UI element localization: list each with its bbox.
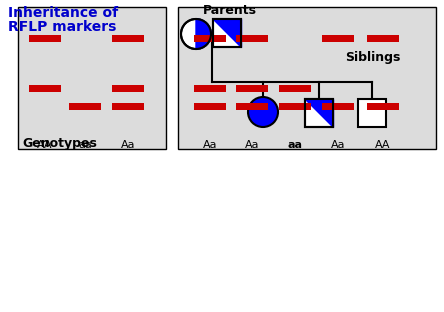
Bar	[279, 85, 311, 92]
Bar	[367, 35, 399, 42]
Bar	[236, 35, 268, 42]
Polygon shape	[305, 99, 333, 127]
Text: aa: aa	[78, 140, 92, 150]
Bar	[112, 103, 144, 110]
Bar	[112, 35, 144, 42]
Bar	[213, 19, 241, 47]
Text: Aa: Aa	[203, 140, 217, 150]
Bar	[29, 85, 61, 92]
Text: Genotypes: Genotypes	[23, 137, 97, 150]
Bar	[236, 103, 268, 110]
Text: Inheritance of: Inheritance of	[8, 6, 118, 20]
Bar	[213, 19, 241, 47]
Bar	[194, 103, 226, 110]
Wedge shape	[196, 19, 211, 49]
Text: Aa: Aa	[121, 140, 135, 150]
Bar	[194, 35, 226, 42]
Text: Siblings: Siblings	[345, 51, 400, 64]
Bar	[279, 103, 311, 110]
Text: Aa: Aa	[245, 140, 259, 150]
Bar	[358, 99, 386, 127]
Text: aa: aa	[288, 140, 302, 150]
Bar	[69, 103, 101, 110]
Bar	[322, 103, 354, 110]
Circle shape	[181, 19, 211, 49]
Bar	[112, 85, 144, 92]
Text: Aa: Aa	[331, 140, 345, 150]
Bar	[305, 99, 333, 127]
Text: AA: AA	[37, 140, 53, 150]
Text: RFLP markers: RFLP markers	[8, 20, 116, 34]
Bar	[322, 35, 354, 42]
Circle shape	[248, 97, 278, 127]
Bar	[194, 85, 226, 92]
Bar	[305, 99, 333, 127]
Bar	[178, 7, 436, 149]
Bar	[29, 35, 61, 42]
Bar	[18, 7, 166, 149]
Text: Parents: Parents	[203, 4, 257, 17]
Polygon shape	[213, 19, 241, 47]
Text: AA: AA	[375, 140, 391, 150]
Bar	[236, 85, 268, 92]
Bar	[367, 103, 399, 110]
